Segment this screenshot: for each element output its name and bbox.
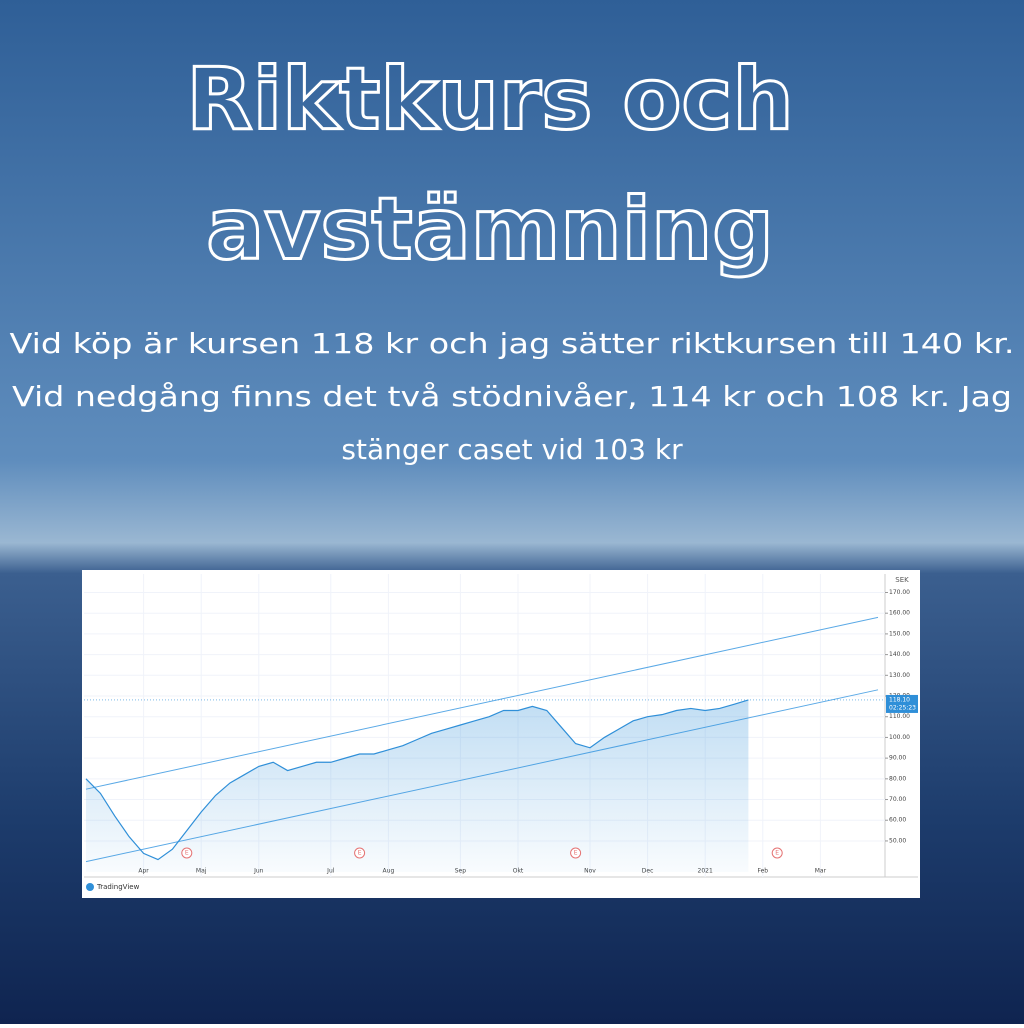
currency: SEK <box>895 576 909 584</box>
x-tick-label: Feb <box>757 868 768 875</box>
brand-logo <box>86 883 94 891</box>
price-tag <box>886 694 918 713</box>
body-line: Vid köp är kursen 118 kr och jag sätter … <box>10 327 1015 360</box>
y-tick-label: 150.00 <box>889 630 910 637</box>
title-line: Riktkurs och <box>186 49 793 149</box>
event-marker <box>771 847 783 859</box>
y-tick-label: 110.00 <box>889 713 910 720</box>
y-tick-label: 60.00 <box>889 817 906 824</box>
trendline <box>85 616 879 790</box>
body-line: stänger caset vid 103 kr <box>341 433 683 466</box>
body-line: Vid nedgång finns det två stödnivåer, 11… <box>12 380 1012 413</box>
y-tick-label: 160.00 <box>889 610 910 617</box>
y-tick-label: 100.00 <box>889 734 910 741</box>
y-tick-label: 130.00 <box>889 672 910 679</box>
y-tick-label: 50.00 <box>889 837 906 844</box>
event-label: E <box>185 850 189 857</box>
y-tick-label: 70.00 <box>889 796 906 803</box>
y-tick-label: 140.00 <box>889 651 910 658</box>
event-label: E <box>358 850 362 857</box>
event-marker <box>181 847 193 859</box>
price-line <box>85 699 749 861</box>
event-marker <box>354 847 366 859</box>
y-tick-label: 90.00 <box>889 755 906 762</box>
x-tick-label: Mar <box>815 868 827 875</box>
event-label: E <box>775 850 779 857</box>
y-tick-label: 170.00 <box>889 589 910 596</box>
brand: TradingView <box>96 883 140 891</box>
y-tick-label: 80.00 <box>889 775 906 782</box>
price-tag-label: 118.10 <box>889 696 910 703</box>
price-area <box>86 699 749 872</box>
event-label: E <box>574 850 578 857</box>
countdown: 02:25:23 <box>889 704 916 711</box>
title-line: avstämning <box>206 179 774 279</box>
event-marker <box>570 847 582 859</box>
